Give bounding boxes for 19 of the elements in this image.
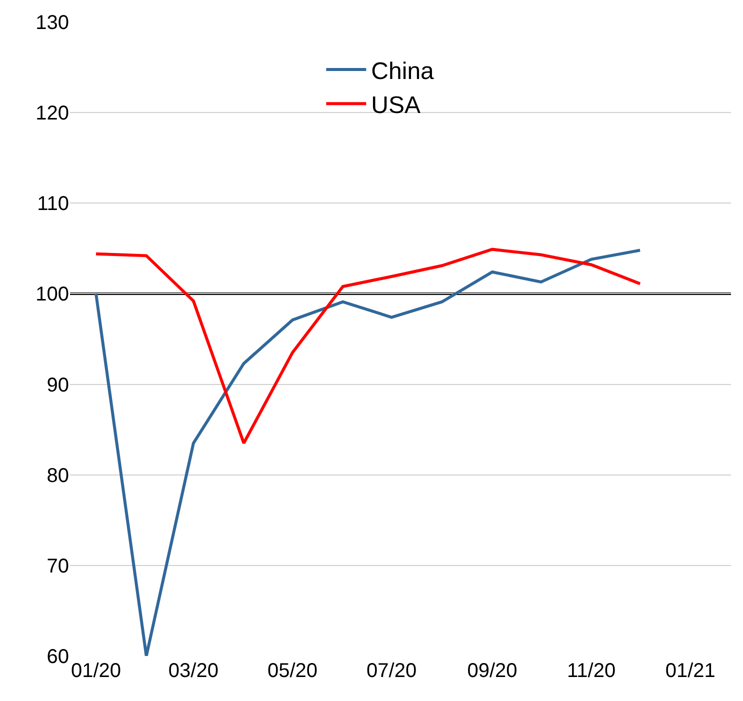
y-tick-label: 70 — [46, 555, 69, 578]
x-tick-label: 11/20 — [567, 660, 616, 682]
x-tick-label: 03/20 — [168, 660, 218, 682]
y-tick-label: 80 — [46, 464, 69, 487]
x-tick-label: 01/20 — [70, 660, 122, 682]
y-tick-label: 110 — [37, 193, 69, 216]
line-series — [94, 248, 642, 656]
legend-label: China — [371, 58, 435, 85]
y-tick-label: 130 — [36, 12, 69, 34]
x-tick-label: 09/20 — [467, 660, 518, 682]
line-series — [94, 248, 642, 445]
y-tick-label: 60 — [46, 646, 69, 668]
y-tick-label: 100 — [36, 284, 69, 306]
y-tick-label: 90 — [46, 374, 69, 396]
legend-label: USA — [371, 92, 421, 120]
x-tick-label: 07/20 — [366, 660, 417, 682]
x-tick-label: 05/20 — [267, 660, 318, 682]
y-tick-label: 120 — [36, 102, 69, 125]
x-tick-label: 01/21 — [665, 660, 716, 682]
